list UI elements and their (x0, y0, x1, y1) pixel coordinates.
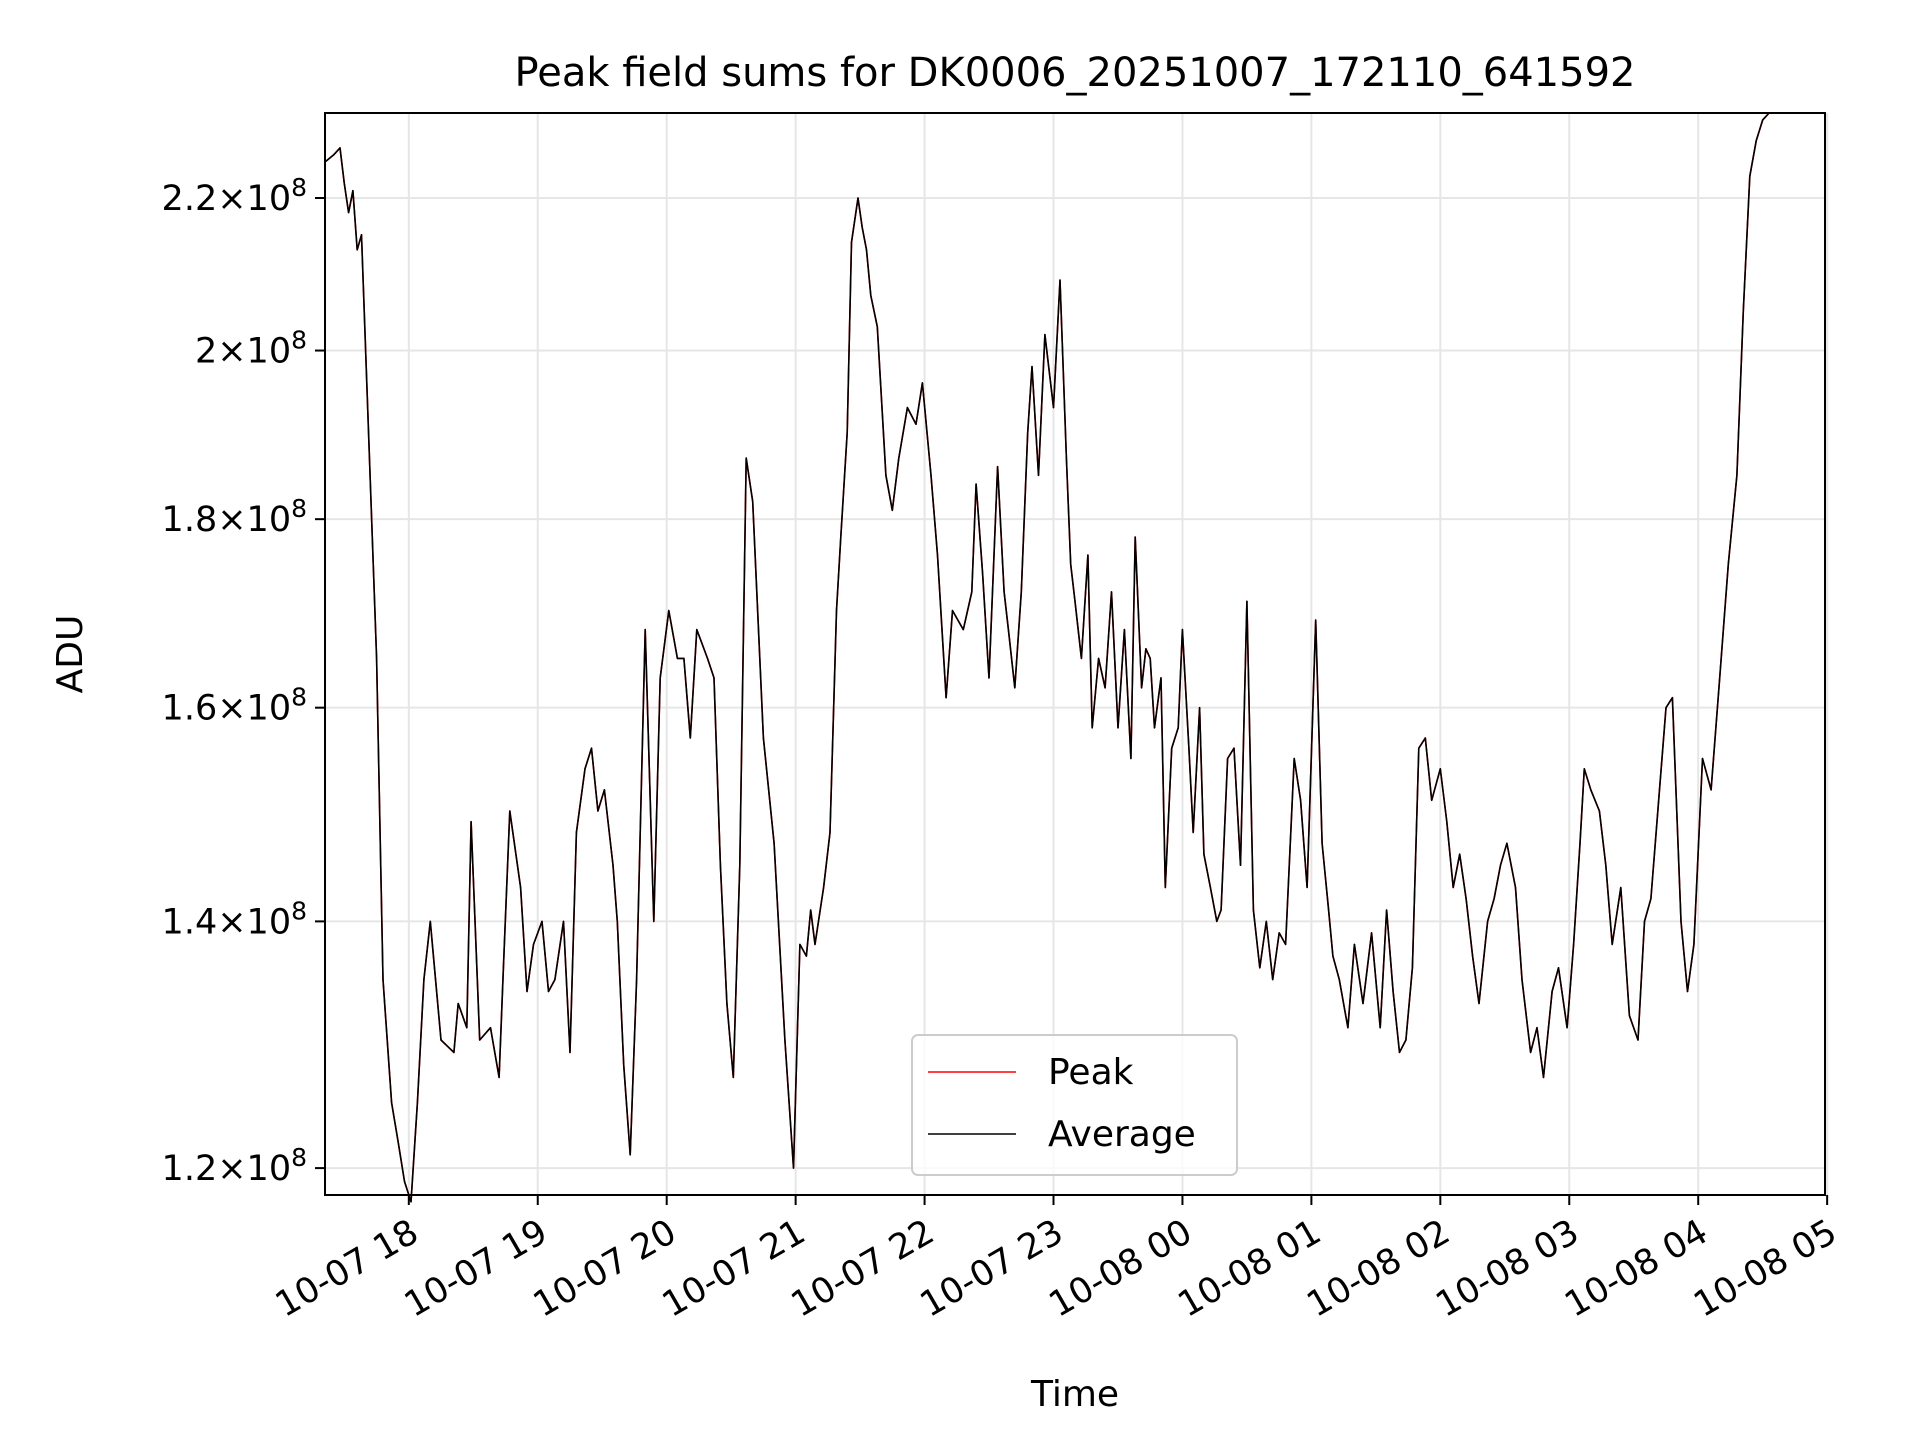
plot-frame (324, 112, 1826, 1196)
y-tick-mantissa: 2 (195, 332, 217, 372)
series-line-average (324, 112, 1770, 1203)
y-tick-times: × (217, 689, 246, 729)
y-tick-base: 10 (247, 1149, 292, 1189)
y-tick-base: 10 (247, 902, 292, 942)
y-axis-label: ADU (50, 615, 91, 694)
y-tick-label: 1.2×108 (162, 1143, 307, 1189)
legend-box (911, 1034, 1238, 1176)
y-tick-exponent: 8 (291, 326, 307, 355)
y-tick-mantissa: 1.8 (162, 500, 218, 540)
y-tick-times: × (217, 902, 246, 942)
y-tick-times: × (217, 1149, 246, 1189)
y-tick-label: 1.6×108 (162, 683, 307, 729)
y-tick-label: 2×108 (195, 326, 307, 372)
x-axis-label: Time (1030, 1374, 1119, 1415)
y-tick-base: 10 (247, 332, 292, 372)
y-tick-label: 1.8×108 (162, 494, 307, 540)
y-tick-label: 1.4×108 (162, 896, 307, 942)
y-tick-base: 10 (247, 689, 292, 729)
y-tick-base: 10 (247, 500, 292, 540)
y-tick-mantissa: 1.6 (162, 689, 218, 729)
y-tick-mantissa: 2.2 (162, 179, 218, 219)
y-tick-times: × (217, 179, 246, 219)
legend-label-average: Average (1048, 1114, 1196, 1155)
y-tick-exponent: 8 (291, 896, 307, 925)
series-group (324, 112, 1770, 1203)
chart-title: Peak field sums for DK0006_20251007_1721… (515, 50, 1636, 96)
y-tick-exponent: 8 (291, 1143, 307, 1172)
legend: Peak Average (911, 1034, 1238, 1176)
y-tick-times: × (217, 332, 246, 372)
y-tick-label: 2.2×108 (162, 173, 307, 219)
legend-label-peak: Peak (1048, 1052, 1134, 1093)
y-tick-times: × (217, 500, 246, 540)
y-tick-exponent: 8 (291, 683, 307, 712)
y-tick-exponent: 8 (291, 494, 307, 523)
y-tick-exponent: 8 (291, 173, 307, 202)
grid-lines (325, 113, 1829, 1195)
y-tick-base: 10 (247, 179, 292, 219)
y-tick-mantissa: 1.2 (162, 1149, 218, 1189)
y-tick-mantissa: 1.4 (162, 902, 218, 942)
